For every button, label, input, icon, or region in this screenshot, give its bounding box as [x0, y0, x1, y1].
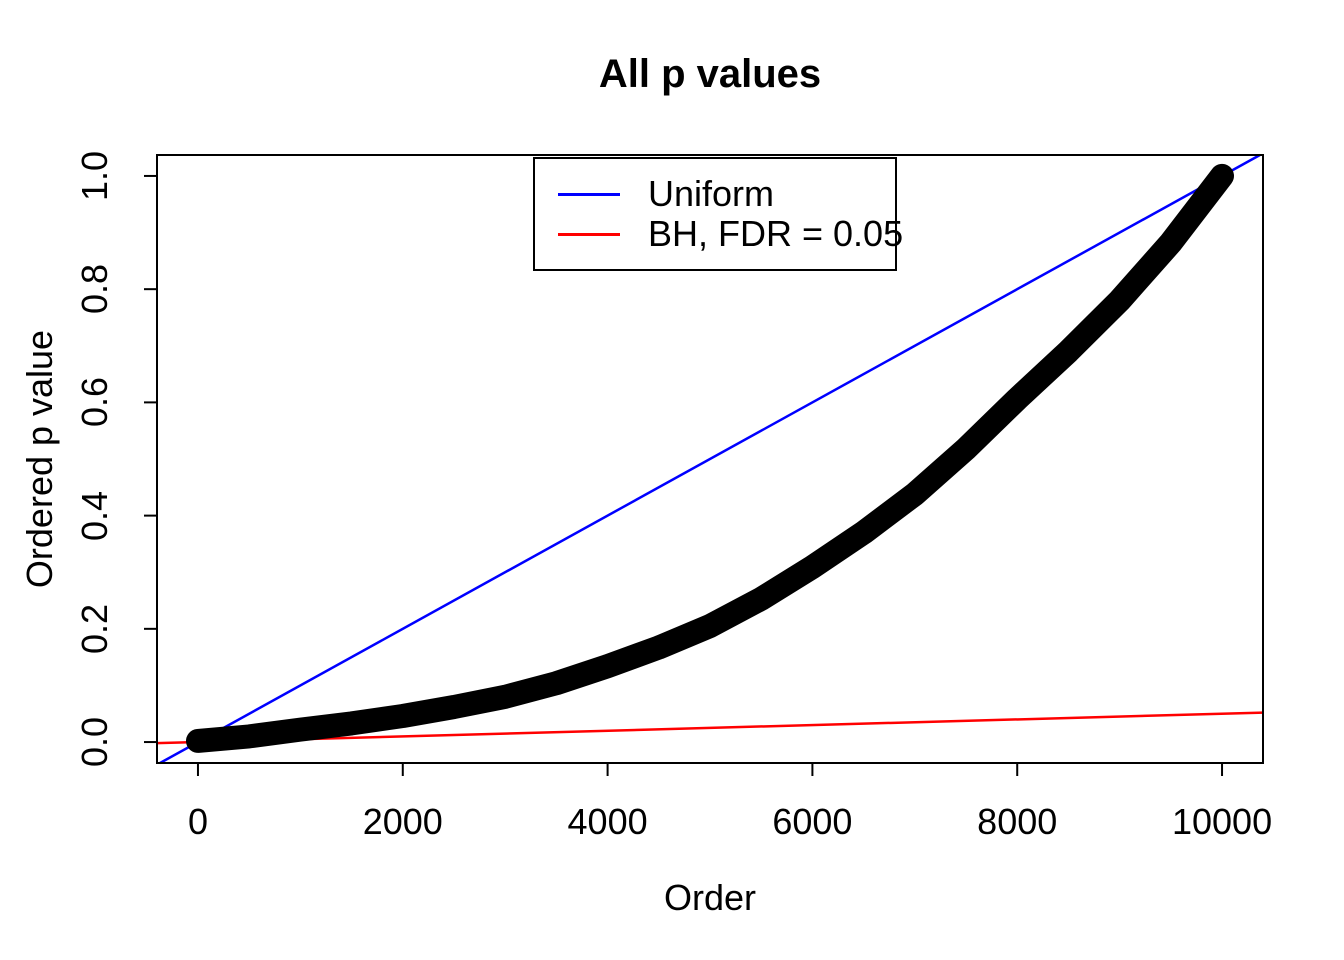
x-tick-label: 4000: [567, 801, 648, 842]
y-tick-label: 1.0: [74, 150, 115, 201]
plot-title: All p values: [598, 52, 822, 96]
legend-item-bh: BH, FDR = 0.05: [535, 214, 903, 254]
bh-line-swatch-icon: [558, 232, 620, 236]
ordered-p-values-curve: [186, 163, 1234, 753]
y-axis-label: Ordered p value: [19, 329, 60, 589]
abline-uniform: [159, 153, 1261, 765]
x-tick-label: 8000: [977, 801, 1058, 842]
y-tick-label: 0.0: [74, 717, 115, 768]
abline-bh-fdr-0-05: [156, 711, 1264, 745]
y-tick-label: 0.8: [74, 264, 115, 315]
legend-label: Uniform: [648, 173, 775, 214]
legend-item-uniform: Uniform: [535, 174, 895, 214]
x-tick-label: 0: [187, 801, 208, 842]
y-tick-label: 0.4: [74, 490, 115, 541]
y-tick-label: 0.6: [74, 377, 115, 428]
x-tick-label: 10000: [1171, 801, 1273, 842]
legend-box: Uniform BH, FDR = 0.05: [533, 157, 903, 271]
y-tick-label: 0.2: [74, 603, 115, 654]
plot-frame: [156, 154, 1264, 764]
x-axis-label: Order: [663, 877, 757, 918]
x-tick-label: 2000: [362, 801, 443, 842]
uniform-line-swatch-icon: [558, 192, 620, 196]
x-tick-label: 6000: [772, 801, 853, 842]
legend-label: BH, FDR = 0.05: [648, 213, 904, 254]
